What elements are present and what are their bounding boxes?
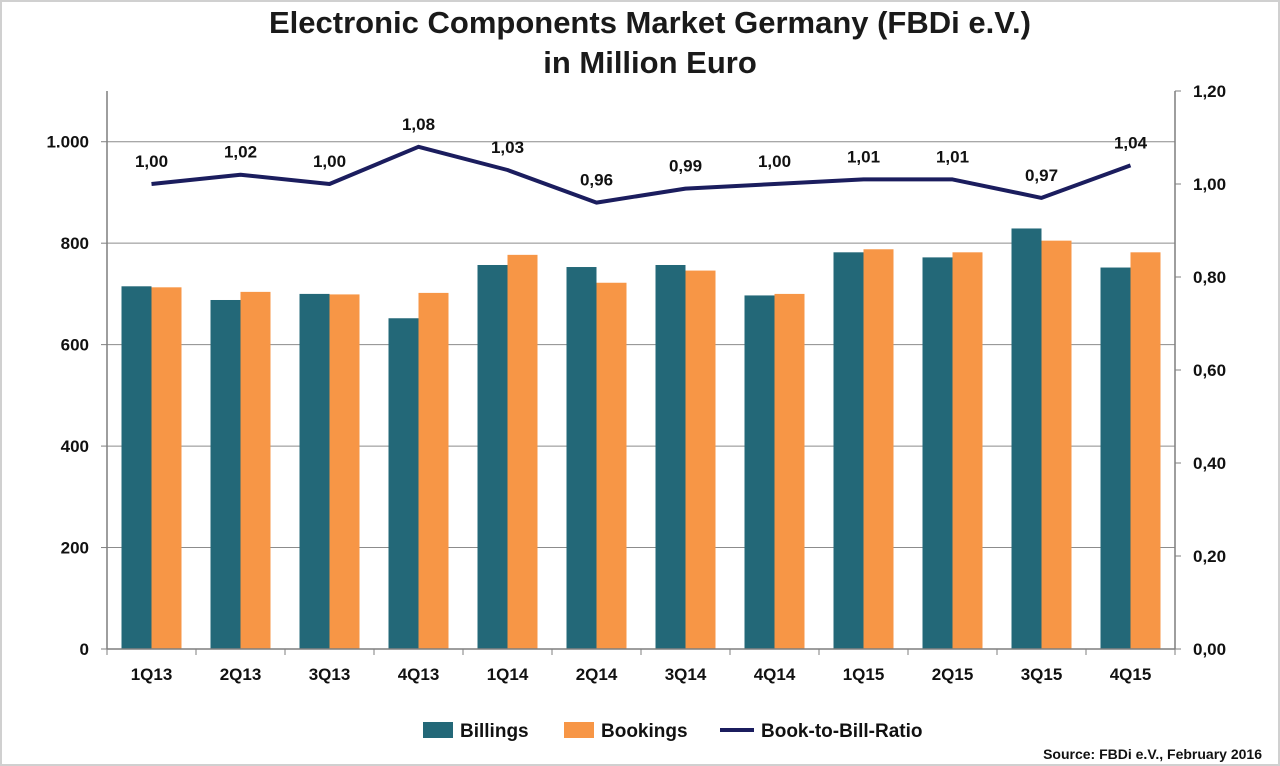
- bar-billings: [922, 257, 953, 649]
- bars: [121, 228, 1161, 650]
- bar-bookings: [329, 294, 360, 649]
- legend-swatch-billings: [423, 722, 453, 738]
- bar-billings: [121, 286, 152, 649]
- source-note: Source: FBDi e.V., February 2016: [1043, 746, 1262, 762]
- bar-bookings: [774, 293, 805, 649]
- bar-billings: [1011, 228, 1042, 650]
- legend-label-ratio: Book-to-Bill-Ratio: [761, 721, 922, 742]
- y-right-tick-label: 0,80: [1193, 268, 1226, 287]
- ratio-data-label: 1,00: [313, 152, 346, 171]
- bar-bookings: [952, 252, 983, 649]
- x-tick-label: 4Q15: [1110, 665, 1152, 684]
- y-left-tick-label: 600: [61, 336, 89, 355]
- y-right-tick-label: 0,20: [1193, 547, 1226, 566]
- ratio-data-label: 1,08: [402, 115, 435, 134]
- bar-billings: [566, 267, 597, 649]
- ratio-data-label: 1,03: [491, 138, 524, 157]
- ratio-data-label: 1,04: [1114, 133, 1148, 152]
- bar-billings: [744, 295, 775, 649]
- ratio-data-label: 1,01: [847, 147, 880, 166]
- bar-billings: [388, 318, 419, 649]
- gridlines: [107, 141, 1175, 549]
- ratio-line-group: 1,00 1,02 1,00 1,08 1,03 0,96 0,99 1,00 1,01 1,01…: [135, 115, 1148, 205]
- ratio-data-label: 1,00: [758, 152, 791, 171]
- chart-title-line-2: in Million Euro: [543, 45, 757, 80]
- bar-bookings: [596, 282, 627, 649]
- bar-bookings: [863, 249, 894, 649]
- y-left-tick-label: 400: [61, 437, 89, 456]
- y-left-tick-label: 800: [61, 234, 89, 253]
- x-tick-label: 2Q13: [220, 665, 262, 684]
- bar-billings: [210, 299, 241, 649]
- y-right-tick-label: 0,40: [1193, 454, 1226, 473]
- ratio-line: [151, 144, 1132, 205]
- y-left-tick-label: 0: [80, 640, 89, 659]
- x-tick-label: 2Q14: [576, 665, 618, 684]
- bar-billings: [833, 252, 864, 649]
- y-right-tick-label: 0,00: [1193, 640, 1226, 659]
- bar-bookings: [1130, 252, 1161, 649]
- bar-billings: [655, 264, 686, 649]
- ratio-data-label: 0,99: [669, 157, 702, 176]
- ratio-data-label: 1,00: [135, 152, 168, 171]
- bar-billings: [1100, 267, 1131, 649]
- bar-bookings: [507, 254, 538, 649]
- x-tick-label: 3Q14: [665, 665, 707, 684]
- x-tick-label: 1Q13: [131, 665, 173, 684]
- y-left-tick-label: 1.000: [46, 133, 89, 152]
- x-tick-label: 2Q15: [932, 665, 974, 684]
- bar-bookings: [685, 270, 716, 649]
- chart-title-line-1: Electronic Components Market Germany (FB…: [269, 5, 1031, 40]
- ratio-data-label: 0,97: [1025, 166, 1058, 185]
- bar-bookings: [151, 287, 182, 649]
- ratio-data-label: 0,96: [580, 171, 613, 190]
- legend-label-billings: Billings: [460, 721, 529, 742]
- y-right-tick-label: 0,60: [1193, 361, 1226, 380]
- bar-bookings: [1041, 240, 1072, 650]
- legend-label-bookings: Bookings: [601, 721, 688, 742]
- bar-billings: [299, 293, 330, 649]
- axes: [101, 90, 1181, 655]
- ratio-data-label: 1,02: [224, 143, 257, 162]
- y-right-tick-label: 1,20: [1193, 82, 1226, 101]
- x-tick-label: 4Q13: [398, 665, 440, 684]
- x-tick-label: 1Q15: [843, 665, 885, 684]
- ratio-data-label: 1,01: [936, 147, 969, 166]
- x-tick-label: 3Q15: [1021, 665, 1063, 684]
- tick-labels: 0 200 400 600 800 1.000 0,00 0,20 0,40 0,60 0,80 1,…: [46, 82, 1226, 684]
- bar-billings: [477, 264, 508, 649]
- bar-bookings: [240, 291, 271, 649]
- legend-swatch-bookings: [564, 722, 594, 738]
- x-tick-label: 4Q14: [754, 665, 796, 684]
- y-left-tick-label: 200: [61, 539, 89, 558]
- bar-bookings: [418, 292, 449, 649]
- legend: Billings Bookings Book-to-Bill-Ratio: [423, 721, 922, 742]
- x-tick-label: 3Q13: [309, 665, 351, 684]
- x-tick-label: 1Q14: [487, 665, 529, 684]
- y-right-tick-label: 1,00: [1193, 175, 1226, 194]
